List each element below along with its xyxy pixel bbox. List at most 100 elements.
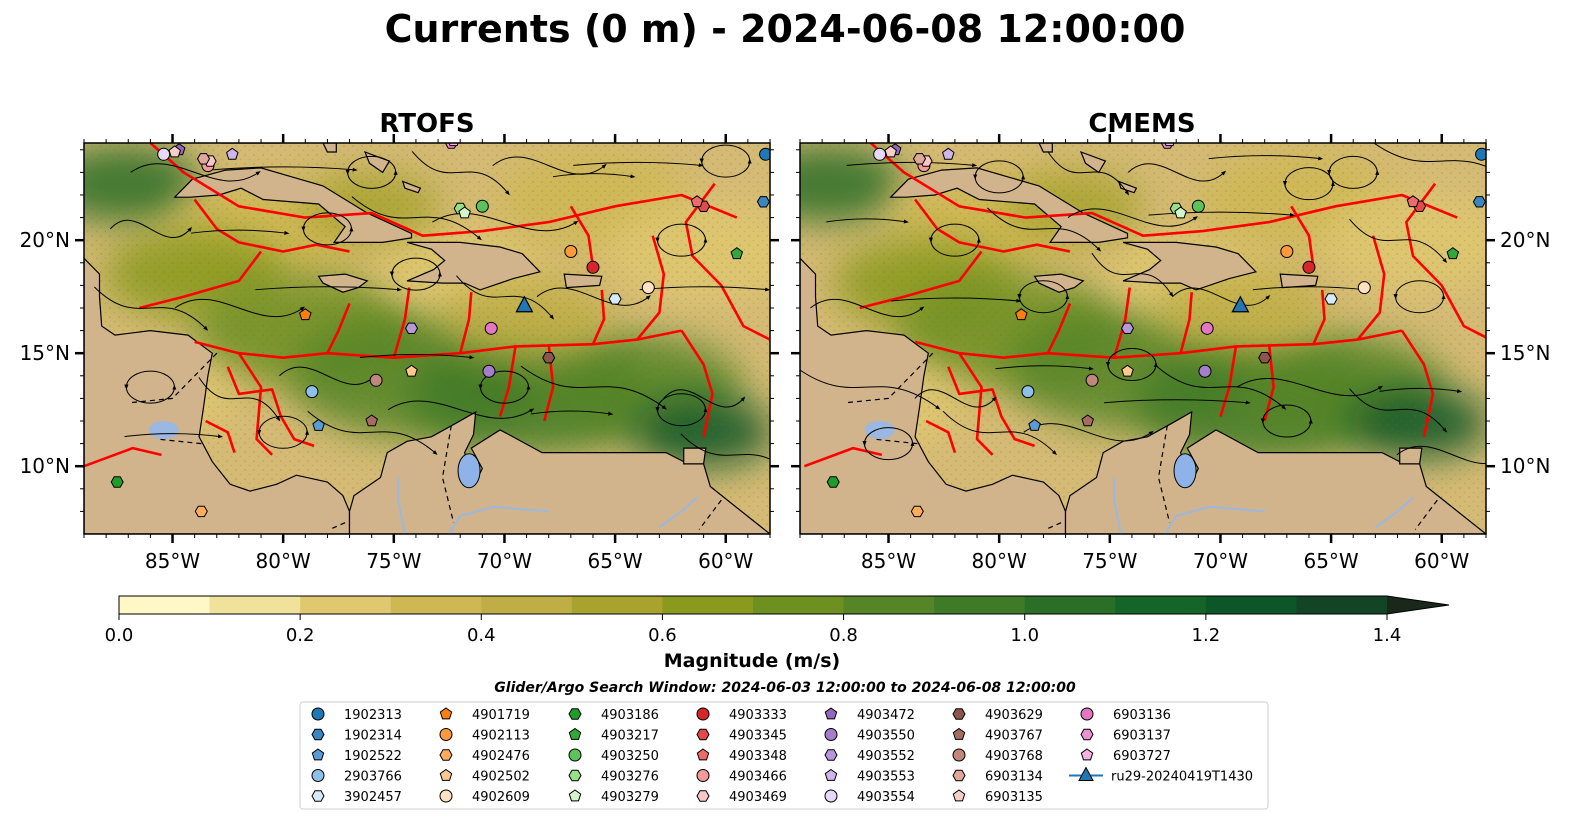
float-4903629 bbox=[542, 352, 556, 364]
float-6903134 bbox=[196, 153, 211, 165]
streamline bbox=[257, 415, 310, 449]
float-4903217 bbox=[730, 247, 744, 260]
eez-boundary bbox=[84, 446, 162, 468]
float-1902314 bbox=[1472, 196, 1486, 208]
x-tick-label: 70°W bbox=[477, 549, 532, 573]
eez-boundary bbox=[194, 329, 682, 359]
streamline bbox=[345, 155, 398, 189]
country-border bbox=[441, 425, 455, 523]
streamline bbox=[1349, 388, 1448, 433]
legend-item-6903134: 6903134 bbox=[952, 769, 1043, 785]
eez-boundary bbox=[1405, 182, 1486, 339]
float-1902522 bbox=[1028, 418, 1041, 431]
colorbar: 0.0 0.2 0.4 0.6 0.8 1.0 1.2 1.4 Magnitude (m/s) bbox=[105, 595, 1450, 672]
legend-label: 4903348 bbox=[729, 749, 787, 764]
legend-marker bbox=[824, 768, 838, 781]
eez-boundary bbox=[569, 205, 595, 268]
streamline bbox=[973, 160, 1026, 194]
legend-label: 4902113 bbox=[472, 729, 530, 744]
legend-item-4903472: 4903472 bbox=[824, 707, 915, 723]
land-cuba bbox=[889, 167, 1129, 243]
colorbar-tick-label: 0.4 bbox=[467, 625, 496, 646]
streamline bbox=[1067, 208, 1198, 227]
x-tick-label: 70°W bbox=[1193, 549, 1248, 573]
float-4901719 bbox=[299, 308, 312, 321]
map-area-cmems[interactable] bbox=[750, 135, 1518, 535]
lake-maracaibo bbox=[457, 453, 481, 489]
float-4903250 bbox=[1191, 199, 1205, 213]
eez-boundary bbox=[925, 419, 957, 454]
float-1902313 bbox=[1475, 147, 1486, 161]
y-tick-label: 10°N bbox=[20, 454, 70, 478]
panel-title-cmems: CMEMS bbox=[1088, 109, 1195, 139]
eez-boundary bbox=[1046, 303, 1072, 354]
river bbox=[1113, 477, 1122, 534]
y-tick-label: 15°N bbox=[1500, 341, 1550, 365]
eez-boundary bbox=[1290, 205, 1315, 268]
legend-marker bbox=[311, 707, 325, 721]
legend-marker bbox=[952, 748, 966, 762]
colorbar-outline bbox=[118, 595, 1450, 615]
streamline bbox=[942, 410, 1057, 456]
eez-boundary bbox=[193, 198, 350, 253]
legend-item-4902609: 4902609 bbox=[439, 789, 530, 805]
streamline bbox=[914, 389, 997, 408]
y-tick-label: 15°N bbox=[20, 341, 70, 365]
streamline bbox=[1156, 365, 1287, 410]
x-tick-label: 65°W bbox=[587, 549, 642, 573]
legend-item-4903250: 4903250 bbox=[568, 748, 659, 764]
legend-label: 4903469 bbox=[729, 790, 787, 805]
streamlines bbox=[800, 143, 1486, 464]
streamline bbox=[699, 144, 752, 178]
colorbar-segments bbox=[118, 595, 1450, 615]
eez-boundary bbox=[1312, 289, 1326, 345]
land-puerto-rico bbox=[1279, 273, 1319, 289]
streamline bbox=[680, 433, 770, 460]
legend-marker bbox=[952, 769, 966, 782]
float-4903553 bbox=[226, 147, 239, 160]
legend-marker bbox=[696, 728, 710, 741]
streamline bbox=[211, 166, 358, 172]
eez-boundary bbox=[914, 329, 1403, 359]
legend-marker bbox=[439, 789, 453, 803]
streamline bbox=[301, 212, 354, 246]
float-4903768 bbox=[369, 373, 383, 387]
legend-marker bbox=[696, 748, 710, 761]
y-tick-label: 10°N bbox=[1500, 454, 1550, 478]
colorbar-label: Magnitude (m/s) bbox=[664, 650, 841, 672]
land-mask bbox=[84, 143, 770, 534]
legend-item-4903552: 4903552 bbox=[824, 749, 915, 764]
legend-item-6903727: 6903727 bbox=[1080, 748, 1171, 764]
eez-boundary bbox=[237, 352, 274, 456]
streamline bbox=[1252, 286, 1368, 292]
map-area-rtofs[interactable] bbox=[47, 135, 802, 535]
float-4903554 bbox=[157, 147, 171, 161]
legend-label: 6903137 bbox=[1113, 729, 1171, 744]
eez-boundary bbox=[205, 419, 236, 454]
legend-marker bbox=[1080, 748, 1094, 761]
legend-item-1902522: 1902522 bbox=[311, 748, 402, 764]
country-border bbox=[698, 499, 722, 530]
legend-marker bbox=[824, 749, 838, 761]
lake-nicaragua bbox=[864, 421, 895, 440]
float-6903134 bbox=[912, 153, 927, 165]
land-cuba bbox=[173, 167, 413, 243]
streamline bbox=[536, 287, 651, 306]
streamline bbox=[810, 298, 925, 318]
land-central-america bbox=[800, 257, 1067, 534]
legend-label: 6903134 bbox=[985, 770, 1043, 785]
legend-item-2903766: 2903766 bbox=[311, 769, 402, 785]
float-4903348 bbox=[1406, 195, 1420, 208]
colorbar-segment bbox=[662, 596, 754, 614]
legend-label: 3902457 bbox=[344, 790, 402, 805]
colorbar-ticks: 0.0 0.2 0.4 0.6 0.8 1.0 1.2 1.4 bbox=[105, 614, 1401, 646]
float-4903553 bbox=[942, 147, 955, 160]
legend-marker bbox=[568, 727, 582, 740]
float-4903629 bbox=[1258, 352, 1272, 364]
float-4903333 bbox=[586, 260, 600, 274]
streamline bbox=[655, 393, 708, 427]
legend-label: ru29-20240419T1430 bbox=[1111, 770, 1253, 785]
float-1902314 bbox=[756, 196, 770, 208]
streamline bbox=[520, 365, 667, 410]
